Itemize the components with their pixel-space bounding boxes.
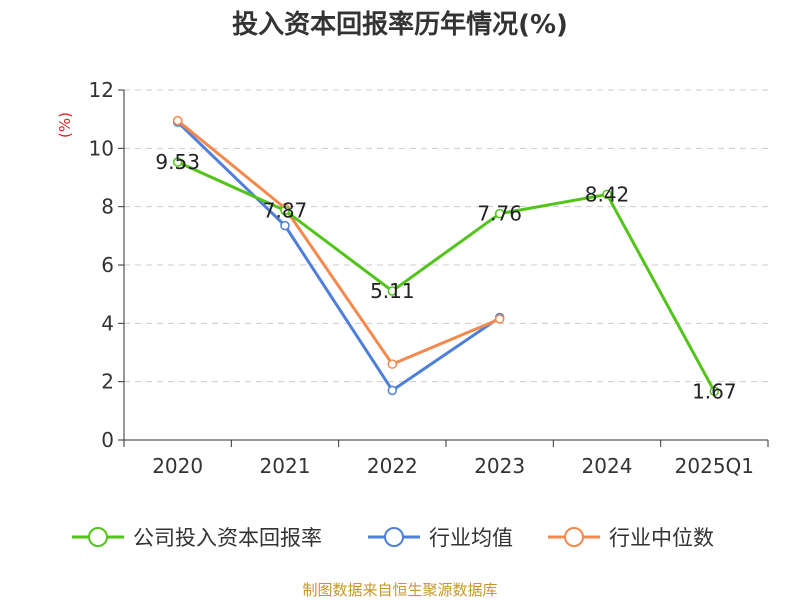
series-0-point-1 [280,205,290,216]
grid-lines [124,89,768,383]
y-tick-label: 2 [101,370,114,394]
y-tick-label: 10 [89,136,114,160]
series-2-point-3 [494,314,505,324]
series-0-point-3 [494,208,505,219]
y-tick-label: 0 [101,428,114,452]
x-tick-label: 2020 [152,454,203,478]
series-line-0 [177,160,716,393]
legend[interactable]: 公司投入资本回报率 行业均值 行业中位数 [72,526,714,550]
x-tick-label: 2022 [367,454,418,478]
series-0-point-2 [387,286,398,296]
series-2-point-2 [387,359,398,369]
series-2-point-0 [172,115,183,126]
y-axis-label: (%) [56,112,74,138]
legend-label: 行业均值 [429,526,513,550]
data-label: 9.53 [155,150,200,174]
legend-item-0[interactable]: 公司投入资本回报率 [72,526,322,550]
legend-label: 行业中位数 [609,526,714,550]
data-label: 1.67 [692,379,737,403]
series-lines [172,115,720,397]
series-1-point-2 [387,385,398,396]
legend-swatch-marker-1 [384,527,404,547]
data-label: 8.42 [585,182,630,206]
data-label: 7.76 [477,202,522,226]
legend-item-2[interactable]: 行业中位数 [548,526,714,550]
series-0-point-5 [709,386,720,397]
legend-swatch-marker-0 [88,527,108,547]
data-labels: 9.53 7.87 5.11 7.76 8.42 1.67 [155,150,736,403]
x-tick-label: 2021 [260,454,311,478]
data-label: 5.11 [370,279,415,303]
chart-title: 投入资本回报率历年情况(%) [232,9,568,40]
y-tick-label: 4 [101,311,114,335]
x-tick-label: 2023 [474,454,525,478]
series-line-1 [176,121,501,392]
series-0-point-0 [172,157,183,167]
series-1-point-1 [280,220,290,231]
legend-item-1[interactable]: 行业均值 [368,526,513,550]
series-line-2 [176,119,501,366]
y-tick-label: 12 [89,78,114,102]
y-tick-label: 8 [101,195,114,219]
data-label: 7.87 [263,198,308,222]
legend-label: 公司投入资本回报率 [133,526,322,550]
legend-swatch-marker-2 [564,527,584,547]
axes: 0 2 4 6 8 10 12 2020 2021 2022 2023 2024 2025Q1 [89,78,769,478]
x-tick-label: 2024 [582,454,633,478]
y-tick-label: 6 [101,253,114,277]
source-note: 制图数据来自恒生聚源数据库 [302,581,497,599]
series-0-point-4 [602,189,612,200]
x-tick-label: 2025Q1 [675,454,754,478]
